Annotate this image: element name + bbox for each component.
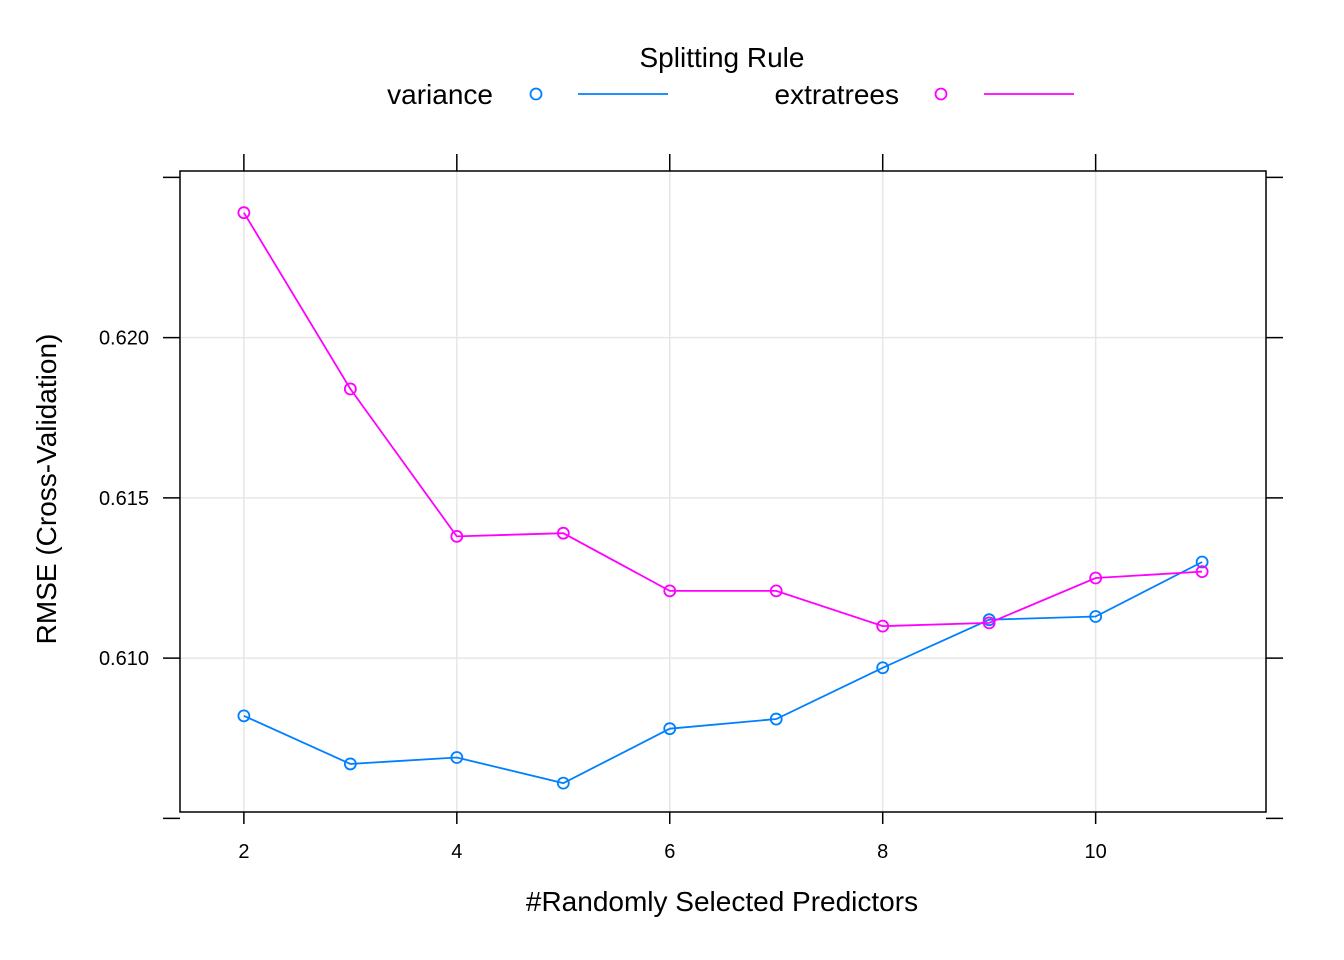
data-point-variance-10 xyxy=(1089,610,1103,623)
axes: 2 4 6 8 10 0.610 0.615 0.620 xyxy=(99,154,1283,863)
x-tick-label-2: 2 xyxy=(238,841,249,863)
series-line-variance xyxy=(243,561,1203,785)
data-point-variance-2 xyxy=(237,709,251,723)
legend-marker-extratrees xyxy=(934,87,948,101)
data-point-extratrees-3 xyxy=(343,382,357,396)
gridlines xyxy=(180,171,1266,812)
data-point-extratrees-4 xyxy=(450,529,464,543)
data-point-variance-5 xyxy=(556,776,570,790)
x-axis-title: #Randomly Selected Predictors xyxy=(526,886,918,917)
legend-title: Splitting Rule xyxy=(640,42,805,73)
series-layer xyxy=(237,206,1209,790)
legend-label-variance: variance xyxy=(387,79,493,110)
data-point-variance-11 xyxy=(1195,555,1209,569)
plot-frame xyxy=(179,170,1267,813)
data-point-extratrees-10 xyxy=(1089,571,1103,585)
data-point-variance-6 xyxy=(663,722,677,736)
data-point-variance-3 xyxy=(343,757,357,771)
data-point-variance-8 xyxy=(876,661,890,675)
x-tick-label-10: 10 xyxy=(1085,841,1107,863)
data-point-extratrees-7 xyxy=(769,584,783,598)
data-point-extratrees-11 xyxy=(1195,565,1209,579)
data-point-variance-7 xyxy=(769,712,783,726)
legend-marker-variance xyxy=(529,87,543,101)
data-point-extratrees-6 xyxy=(663,584,677,598)
series-variance xyxy=(237,555,1209,790)
data-point-extratrees-5 xyxy=(556,526,570,540)
series-extratrees xyxy=(237,206,1209,633)
data-point-extratrees-8 xyxy=(876,619,890,633)
data-point-variance-4 xyxy=(450,751,464,764)
y-axis-title: RMSE (Cross-Validation) xyxy=(31,334,62,645)
data-point-extratrees-2 xyxy=(237,206,251,220)
x-tick-label-8: 8 xyxy=(877,841,888,863)
y-tick-label-0.620: 0.620 xyxy=(99,328,149,350)
y-tick-label-0.615: 0.615 xyxy=(99,488,149,510)
legend: Splitting Rule variance extratrees xyxy=(387,42,1074,110)
legend-label-extratrees: extratrees xyxy=(775,79,900,110)
x-tick-label-4: 4 xyxy=(451,841,462,863)
series-line-extratrees xyxy=(243,212,1203,628)
x-tick-label-6: 6 xyxy=(664,841,675,863)
data-point-extratrees-9 xyxy=(982,616,996,630)
y-tick-label-0.610: 0.610 xyxy=(99,648,149,670)
